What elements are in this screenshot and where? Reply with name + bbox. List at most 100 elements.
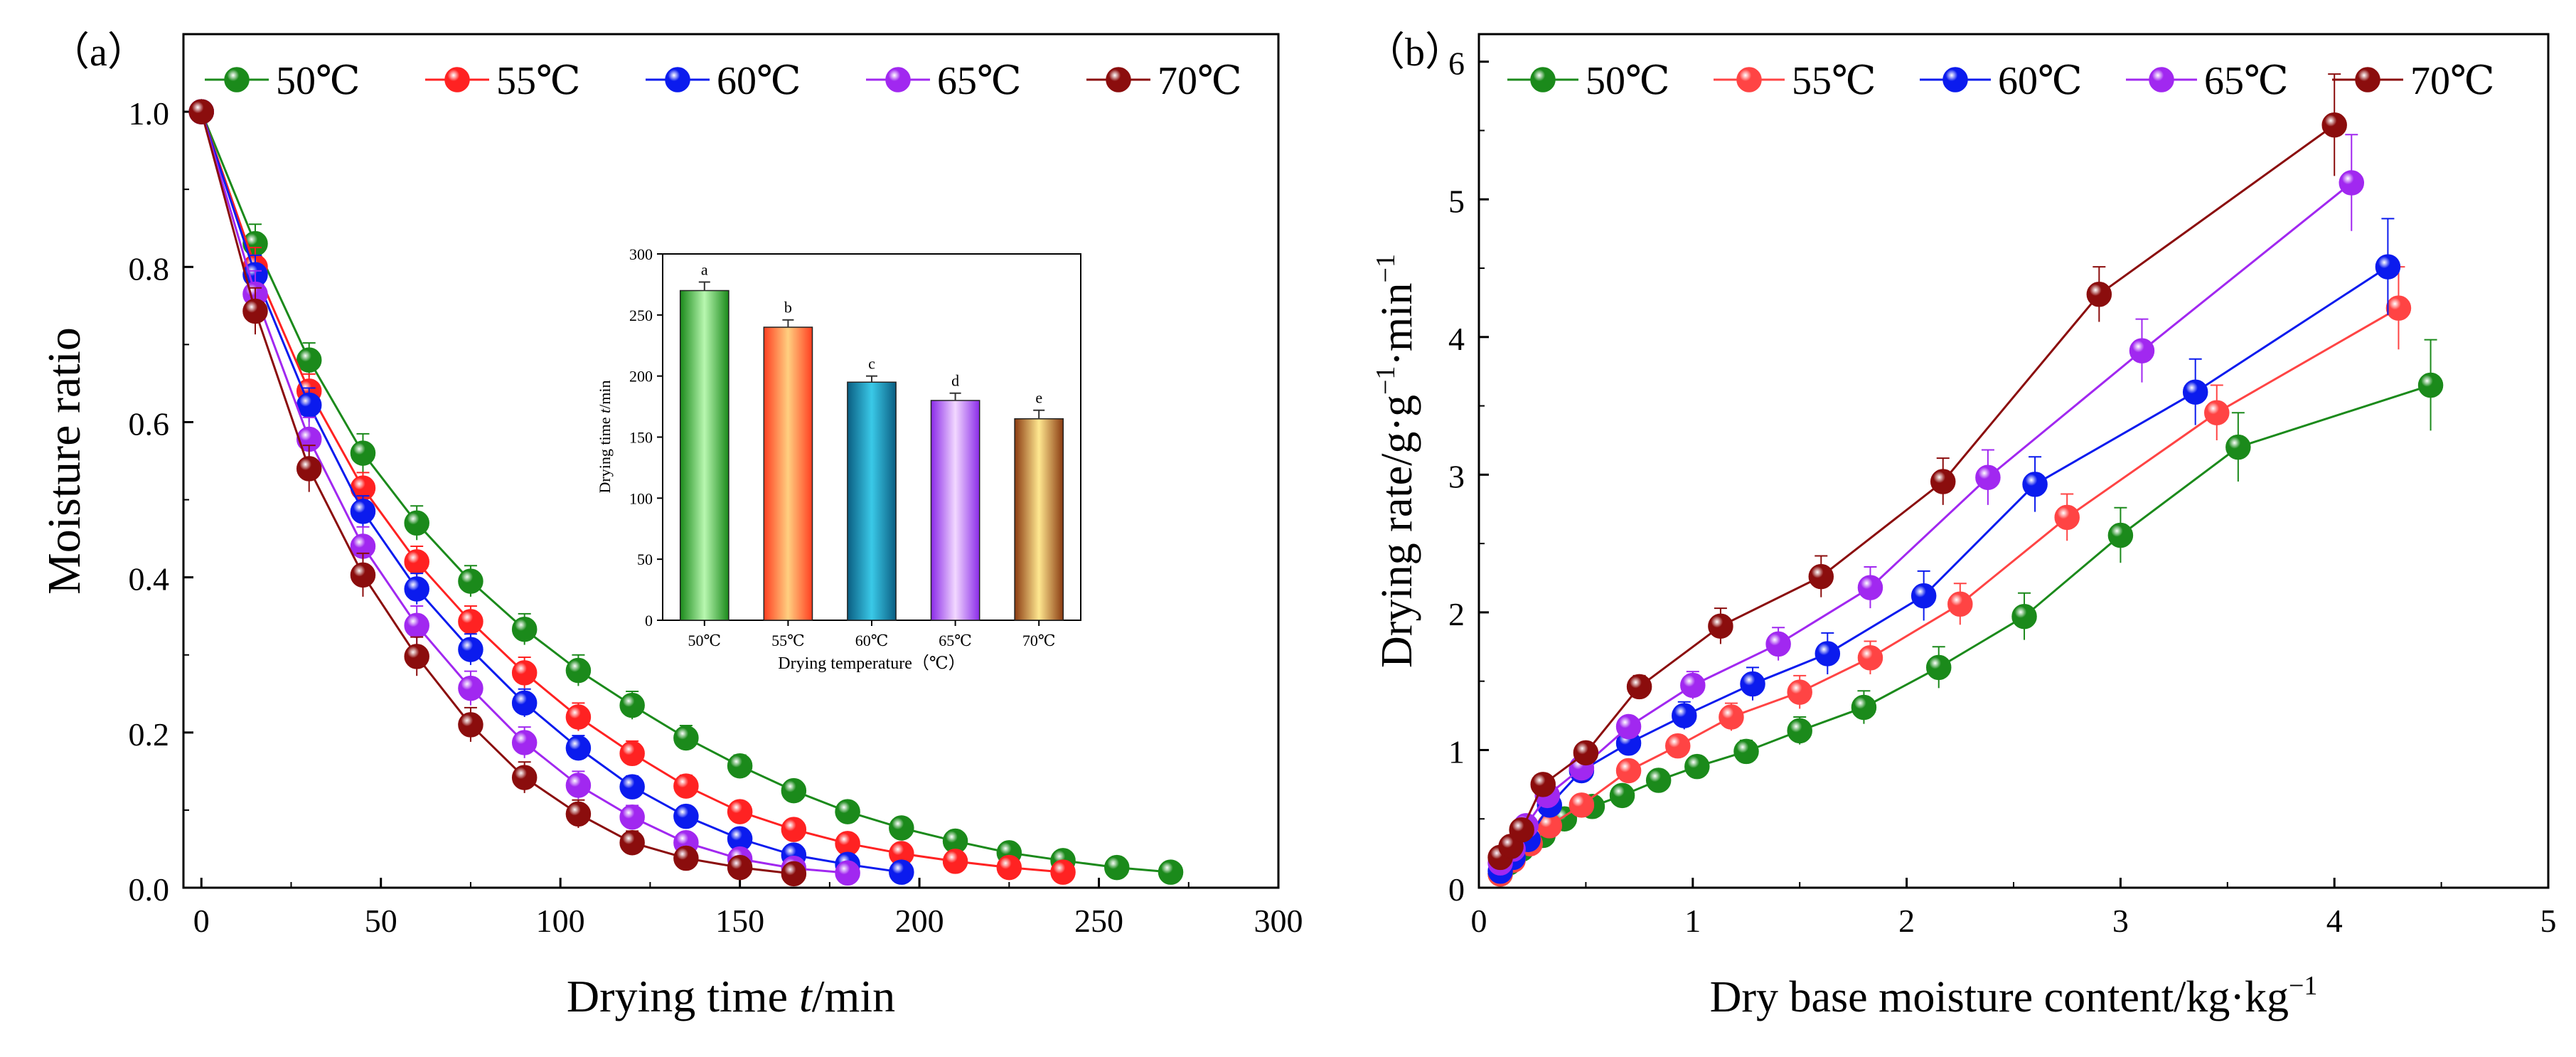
inset-y-tick-label: 200: [629, 368, 653, 386]
inset-x-axis-label: Drying temperature（℃）: [778, 654, 965, 673]
data-point: [889, 859, 914, 885]
x-tick-label: 0: [193, 903, 210, 939]
data-point: [1851, 694, 1877, 721]
data-point: [242, 298, 268, 324]
panel-a: （a） 0 50 100 150 200 250 300 0.0 0.2 0.4 0.6 0.8 1.0…: [38, 31, 1303, 1021]
legend-marker: [444, 67, 470, 92]
plot-frame-b: [1477, 33, 2550, 889]
data-point: [404, 510, 429, 536]
data-point: [2107, 522, 2134, 548]
x-tick-label: 250: [1074, 903, 1123, 939]
data-point: [2011, 603, 2037, 630]
x-tick-label: 4: [2326, 903, 2343, 939]
data-point: [1645, 767, 1672, 793]
x-axis-label-a: Drying time t/min: [567, 971, 895, 1021]
legend-marker: [1530, 67, 1556, 92]
data-point: [889, 815, 914, 841]
x-tick-label: 5: [2540, 903, 2557, 939]
data-point: [350, 440, 376, 466]
data-point: [781, 777, 807, 804]
data-point: [1509, 817, 1534, 843]
data-point: [2385, 295, 2412, 321]
data-point: [511, 660, 538, 686]
data-point: [565, 735, 592, 761]
y-tick-label: 0: [1448, 871, 1465, 908]
inset-bar-70℃: e 70℃: [1014, 389, 1064, 649]
legend-label: 60℃: [1998, 59, 2083, 103]
series-50℃: [188, 99, 1184, 885]
data-point: [565, 704, 592, 730]
data-point: [1765, 631, 1791, 657]
legend-label: 60℃: [717, 59, 801, 103]
data-point: [1787, 679, 1812, 705]
data-point: [619, 692, 645, 718]
legend-marker: [2149, 67, 2174, 92]
data-point: [458, 675, 483, 701]
legend-label: 50℃: [1586, 59, 1670, 103]
data-point: [1626, 674, 1652, 700]
y-tick-label: 3: [1448, 458, 1465, 494]
x-label-a-main: Drying time: [567, 971, 799, 1021]
y-tick-label: 0.0: [129, 871, 170, 908]
data-point: [673, 803, 699, 829]
data-point: [458, 637, 483, 662]
data-point: [781, 817, 807, 842]
data-point: [1733, 738, 1759, 765]
data-point: [1615, 713, 1642, 740]
data-point: [619, 829, 645, 856]
data-point: [942, 849, 968, 874]
data-point: [565, 772, 592, 798]
data-point: [404, 549, 429, 575]
data-point: [673, 845, 699, 871]
data-point: [1672, 703, 1697, 728]
data-point: [511, 616, 538, 642]
inset-bar-60℃: c 60℃: [847, 355, 897, 649]
data-point: [2225, 434, 2251, 460]
x-tick-label: 3: [2112, 903, 2129, 939]
data-point: [727, 854, 753, 881]
data-point: [188, 99, 214, 124]
legend-label: 55℃: [496, 59, 581, 103]
data-point: [404, 576, 429, 602]
inset-x-tick-label: 70℃: [1022, 632, 1056, 649]
data-point: [1719, 704, 1744, 730]
data-point: [1609, 782, 1635, 809]
data-point: [1050, 859, 1076, 885]
data-point: [565, 657, 592, 684]
legend-marker: [665, 67, 690, 92]
y-tick-label: 2: [1448, 596, 1465, 632]
data-point: [1708, 613, 1733, 639]
inset-x-tick-label: 60℃: [855, 632, 889, 649]
data-point: [2022, 472, 2048, 497]
data-point: [673, 773, 699, 799]
inset-y-tick-label: 150: [629, 429, 653, 447]
inset-bar-65℃: d 65℃: [930, 372, 980, 649]
data-point: [1684, 753, 1710, 780]
legend-marker: [1736, 67, 1762, 92]
data-point: [1740, 671, 1765, 697]
panel-b: （b） 0 1 2 3 4 5 0 1 2 3 4 5 6 50℃ 55℃ 60℃ 65℃ 70℃ Drying…: [1365, 31, 2557, 1021]
data-point: [350, 499, 376, 524]
data-point: [458, 568, 483, 594]
data-point: [1573, 740, 1599, 766]
data-point: [619, 804, 645, 830]
y-tick-label: 5: [1448, 183, 1465, 219]
inset-bar: [763, 326, 813, 621]
data-point: [458, 712, 483, 738]
panel-label-a: （a）: [50, 31, 147, 75]
inset-y-tick-label: 100: [629, 489, 653, 507]
legend-marker: [1942, 67, 1968, 92]
data-point: [1975, 464, 2001, 490]
inset-significance-letter: c: [868, 355, 875, 373]
x-axis-label-b: Dry base moisture content/kg·kg−1: [1710, 971, 2318, 1021]
data-point: [1930, 469, 1956, 494]
data-point: [2086, 282, 2112, 307]
inset-bar: [847, 381, 897, 621]
data-point: [1158, 859, 1184, 885]
inset-bar: [930, 400, 980, 621]
inset-significance-letter: b: [784, 299, 792, 317]
x-tick-label: 300: [1254, 903, 1303, 939]
legend-marker: [1106, 67, 1131, 92]
inset-bar: [1014, 418, 1064, 621]
inset-significance-letter: d: [951, 372, 959, 390]
